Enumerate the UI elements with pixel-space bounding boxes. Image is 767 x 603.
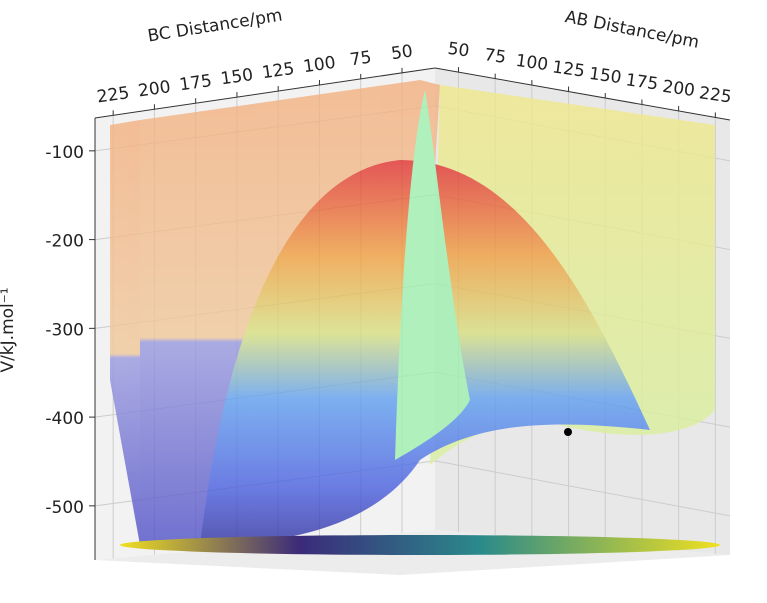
- y-tick-label: 150: [588, 64, 623, 88]
- surface-ridge: [395, 90, 470, 460]
- z-tick-label: -300: [45, 320, 84, 340]
- x-tick-label: 125: [261, 59, 296, 83]
- x-tick-label: 50: [390, 41, 414, 64]
- grid-line: [434, 460, 731, 517]
- x-tick-label: 225: [96, 83, 131, 107]
- y-tick-label: 200: [661, 77, 696, 101]
- z-tick-label: -500: [45, 498, 84, 518]
- y-tick-label: 125: [551, 57, 586, 81]
- x-axis-line: [94, 67, 436, 119]
- y-tick-label: 50: [446, 39, 470, 62]
- x-tick-label: 150: [219, 65, 254, 89]
- x-axis-title: BC Distance/pm: [146, 5, 284, 46]
- surface-left: [110, 120, 140, 545]
- y-axis-title: AB Distance/pm: [563, 7, 700, 53]
- x-tick-label: 175: [178, 71, 213, 95]
- z-axis-title: V/kJ.mol⁻¹: [0, 287, 18, 372]
- z-tick-label: -200: [45, 232, 84, 252]
- y-tick-label: 100: [514, 51, 549, 75]
- x-tick-label: 75: [349, 48, 373, 71]
- y-axis-line: [434, 67, 731, 121]
- y-tick-label: 75: [483, 45, 507, 68]
- z-tick-label: -100: [45, 143, 84, 163]
- y-tick-label: 225: [698, 83, 733, 107]
- surface: [110, 80, 715, 548]
- point-marker: [564, 428, 572, 436]
- floor-contour: [120, 535, 720, 555]
- x-tick-label: 200: [137, 77, 172, 101]
- z-tick-label: -400: [45, 409, 84, 429]
- y-tick-label: 175: [624, 70, 659, 94]
- axes: [94, 67, 731, 560]
- x-tick-label: 100: [302, 53, 337, 77]
